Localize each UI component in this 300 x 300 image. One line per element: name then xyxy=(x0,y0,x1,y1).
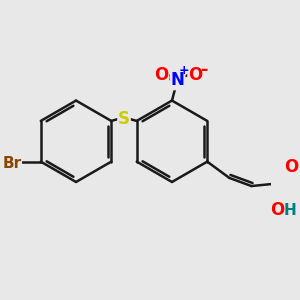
Text: N: N xyxy=(171,71,185,89)
Text: O: O xyxy=(284,158,299,175)
Text: H: H xyxy=(284,203,297,218)
Text: -: - xyxy=(201,61,208,79)
Text: O: O xyxy=(188,66,202,84)
Text: O: O xyxy=(154,66,169,84)
Text: +: + xyxy=(178,64,189,77)
Text: O: O xyxy=(271,201,285,219)
Text: S: S xyxy=(118,110,130,128)
Text: Br: Br xyxy=(2,156,21,171)
